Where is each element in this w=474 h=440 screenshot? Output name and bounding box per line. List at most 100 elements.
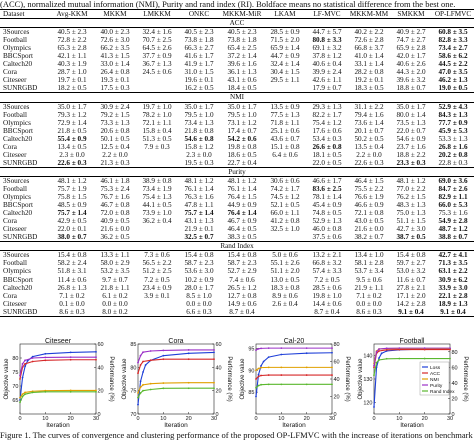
data-point: [137, 403, 139, 406]
y-right-tick-label: 60: [216, 342, 222, 348]
table-row: Citeseer 2.3 ± 0.0 2.2 ± 0.0 2.3 ± 0.0 18.6 …: [0, 151, 474, 159]
value-cell: 30.9 ± 2.4: [100, 102, 130, 111]
value-cell: 79.3 ± 1.2: [57, 110, 87, 119]
value-cell: 73.9 ± 1.0: [142, 209, 172, 218]
value-cell: 79.2 ± 1.5: [100, 110, 130, 119]
data-point: [257, 367, 260, 370]
data-point: [423, 357, 426, 360]
y-right-axis-label: Performance (%): [108, 356, 114, 401]
dataset-cell: BBCSport: [3, 126, 33, 135]
y-right-axis-label: Performance (%): [462, 356, 468, 401]
data-point: [19, 401, 21, 404]
value-cell: 73.5 ± 1.3: [396, 118, 426, 127]
data-point: [331, 351, 333, 354]
data-point: [95, 389, 97, 392]
bold-value: 75.7 ± 1.4: [184, 209, 214, 218]
bold-value: 38.7 ± 0.5: [396, 233, 426, 242]
chart-title: Cora: [168, 338, 183, 345]
data-point: [95, 356, 97, 359]
data-point: [373, 406, 375, 408]
data-point: [139, 392, 142, 394]
y-left-axis-label: Objective value: [4, 358, 10, 400]
bold-value: 75.7 ± 1.4: [57, 209, 87, 218]
data-point: [142, 383, 144, 386]
x-tick-label: 20: [422, 416, 428, 422]
data-point: [267, 347, 270, 350]
value-cell: 15.8 ± 1.2: [184, 142, 214, 151]
value-cell: 2.2 ± 0.0: [102, 150, 128, 159]
data-point: [24, 365, 26, 368]
value-cell: 18.2 ± 0.5: [50, 84, 94, 94]
value-cell: 51.1 ± 2.0: [270, 267, 300, 276]
column-header: OP-LFMVC: [432, 8, 474, 20]
value-cell: 65.4 ± 2.5: [227, 44, 257, 53]
value-cell: 0.0 ± 0.0: [102, 299, 128, 308]
data-point: [149, 359, 152, 362]
value-cell: 13.5 ± 0.9: [270, 102, 300, 111]
chart-title: Citeseer: [45, 338, 72, 345]
value-cell: 54.6 ± 0.9: [396, 134, 426, 143]
column-header: Dataset: [0, 8, 50, 20]
y-right-axis-label: Performance (%): [226, 356, 232, 401]
value-cell: 19.7 ± 0.1: [57, 76, 87, 85]
bold-value: 52.9 ± 4.3: [438, 102, 468, 111]
bold-value: 54.6 ± 0.8: [184, 134, 214, 143]
data-point: [187, 352, 190, 355]
value-cell: 75.7 ± 1.9: [57, 184, 87, 193]
value-cell: 78.1 ± 1.4: [312, 193, 342, 202]
dataset-cell: Cora: [3, 68, 17, 77]
data-point: [398, 357, 401, 360]
value-cell: 40.5 ± 2.3: [57, 28, 87, 37]
y-left-axis-label: Objective value: [122, 358, 128, 400]
value-cell: 78.2 ± 1.0: [142, 110, 172, 119]
value-cell: 44.5 ± 2.2: [432, 60, 474, 68]
y-right-tick-label: 20: [98, 389, 104, 395]
convergence-chart: Citeseer 0 10 20 30 Iteration 65 70 75 80 Objectiv…: [2, 338, 114, 430]
value-cell: 8.6 ± 0.3: [50, 307, 94, 317]
data-point: [305, 374, 308, 376]
value-cell: 29.3 ± 1.3: [312, 102, 342, 111]
y-right-tick-label: 0: [216, 412, 219, 418]
bold-value: 30.9 ± 6.2: [438, 275, 468, 284]
value-cell: 77.0 ± 2.2: [396, 184, 426, 193]
dataset-cell: Caltech20: [3, 134, 33, 143]
data-point: [137, 361, 139, 364]
value-cell: 40.5 ± 2.3: [227, 28, 257, 37]
x-tick-label: 0: [254, 416, 257, 422]
table-row: BBCSport 11.4 ± 0.6 9.7 ± 0.7 7.2 ± 0.5 10.2…: [0, 276, 474, 284]
value-cell: 50.1 ± 0.5: [100, 134, 130, 143]
value-cell: 46.4 ± 0.5: [227, 225, 257, 234]
value-cell: 74.7 ± 2.7: [396, 36, 426, 45]
value-cell: 76.4 ± 1.5: [227, 193, 257, 202]
value-cell: 71.5 ± 2.0: [270, 36, 300, 45]
value-cell: 29.5 ± 1.1: [270, 76, 300, 85]
value-cell: 18.4 ± 0.5: [220, 84, 264, 94]
value-cell: 7.1 ± 0.2: [356, 291, 382, 300]
value-cell: 17.4 ± 0.7: [227, 126, 257, 135]
value-cell: 22.7 ± 0.4: [220, 158, 264, 168]
legend-label: NMI: [430, 377, 439, 383]
x-axis-label: Iteration: [46, 422, 70, 429]
value-cell: 75.4 ± 1.2: [312, 118, 342, 127]
value-cell: 6.1 ± 0.2: [102, 291, 128, 300]
value-cell: 70.7 ± 2.5: [142, 36, 172, 45]
value-cell: 58.7 ± 2.3: [184, 259, 214, 268]
data-point: [95, 358, 97, 361]
table-row: Football 58.2 ± 2.4 58.0 ± 2.9 56.5 ± 2.2 58…: [0, 259, 474, 267]
value-cell: 12.5 ± 0.4: [100, 142, 130, 151]
bold-value: 54.2 ± 0.6: [227, 134, 257, 143]
value-cell: 41.0 ± 1.4: [354, 52, 384, 61]
data-point: [26, 359, 29, 362]
data-point: [280, 383, 283, 386]
value-cell: 48.3 ± 1.3: [396, 201, 426, 210]
data-point: [280, 347, 283, 350]
bold-value: 54.9 ± 2.8: [438, 217, 468, 226]
dataset-cell: Football: [3, 36, 27, 45]
value-cell: 13.5 ± 0.4: [354, 142, 384, 151]
bold-value: 66.0 ± 5.3: [438, 201, 468, 210]
y-right-tick-label: 40: [452, 381, 458, 387]
bold-value: 84.7 ± 2.6: [438, 184, 468, 193]
value-cell: 39.6 ± 1.6: [227, 60, 257, 69]
series-line: [137, 351, 215, 405]
data-point: [375, 350, 378, 353]
